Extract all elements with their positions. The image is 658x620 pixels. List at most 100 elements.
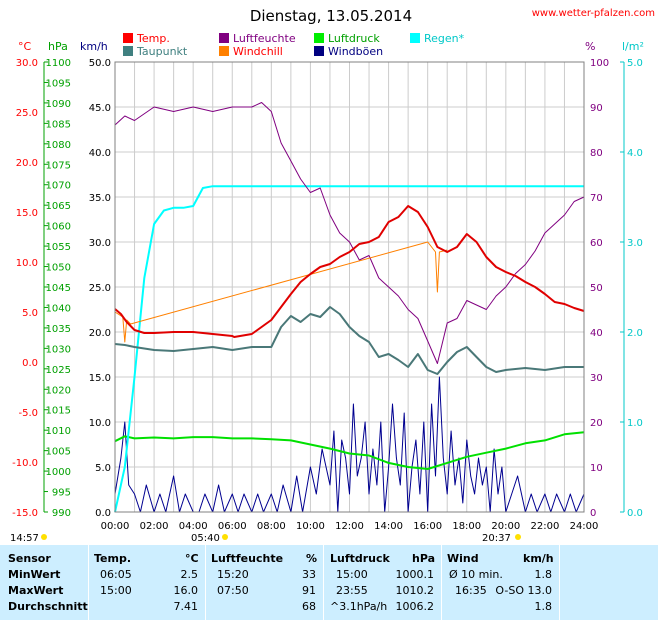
pressure-tick-label: 995 [52, 488, 71, 499]
x-tick-label: 18:00 [452, 521, 481, 532]
pressure-tick-label: 1020 [46, 385, 71, 396]
unit-wind: km/h [80, 40, 108, 53]
humidity-tick-label: 80 [590, 148, 603, 159]
pressure-tick-label: 1070 [46, 181, 71, 192]
pressure-tick-label: 990 [52, 508, 71, 519]
column-divider [88, 545, 89, 620]
wind-tick-label: 50.0 [89, 58, 111, 69]
row-min-press-time: 15:00 [336, 568, 368, 581]
sun-icon-left [41, 534, 47, 540]
series-line-luftfeuchte [114, 102, 585, 364]
header-humidity: Luftfeuchte [211, 552, 284, 565]
plot-frame [114, 61, 585, 513]
site-url: www.wetter-pfalzen.com [532, 8, 655, 19]
sunrise-label: 05:40 [191, 533, 220, 544]
header-pressure-unit: hPa [412, 552, 436, 565]
wind-tick-label: 10.0 [89, 418, 111, 429]
pressure-tick-label: 1035 [46, 324, 71, 335]
row-min-temp-time: 06:05 [100, 568, 132, 581]
x-tick-label: 04:00 [179, 521, 208, 532]
temp-tick-label: 20.0 [16, 158, 38, 169]
pressure-tick-label: 1095 [46, 78, 71, 89]
x-tick-label: 16:00 [413, 521, 442, 532]
pressure-tick-label: 1060 [46, 222, 71, 233]
series-line-temp [114, 205, 585, 338]
temp-tick-label: 15.0 [16, 208, 38, 219]
header-sensor: Sensor [8, 552, 51, 565]
humidity-tick-label: 10 [590, 463, 603, 474]
rain-tick-label: 5.0 [627, 58, 643, 69]
series-lines [114, 102, 585, 513]
legend-label-humidity: Luftfeuchte [233, 32, 296, 45]
humidity-tick-label: 70 [590, 193, 603, 204]
temp-tick-label: 0.0 [22, 358, 38, 369]
rain-tick-label: 3.0 [627, 238, 643, 249]
sun-markers: 14:57 05:40 20:37 [10, 533, 521, 544]
legend-swatch-humidity [219, 33, 229, 43]
unit-temp: °C [18, 40, 32, 53]
row-avg-press-trend: ^3.1hPa/h [330, 600, 388, 613]
row-max-temp-time: 15:00 [100, 584, 132, 597]
legend-label-dewpoint: Taupunkt [136, 45, 188, 58]
row-avg-label: Durchschnitt [8, 600, 88, 613]
wind-tick-label: 30.0 [89, 238, 111, 249]
pressure-tick-label: 1055 [46, 242, 71, 253]
x-tick-label: 06:00 [218, 521, 247, 532]
left-time-label: 14:57 [10, 533, 39, 544]
temp-tick-label: 30.0 [16, 58, 38, 69]
pressure-tick-label: 1030 [46, 344, 71, 355]
pressure-tick-label: 1040 [46, 303, 71, 314]
legend-swatch-windchill [219, 46, 229, 56]
legend-label-windchill: Windchill [233, 45, 283, 58]
pressure-tick-label: 1085 [46, 119, 71, 130]
row-max-hum-value: 91 [302, 584, 316, 597]
temp-tick-label: 25.0 [16, 108, 38, 119]
header-wind: Wind [447, 552, 479, 565]
row-avg-temp-value: 7.41 [173, 600, 199, 613]
humidity-tick-label: 50 [590, 283, 603, 294]
legend-label-gusts: Windböen [328, 45, 383, 58]
column-divider [441, 545, 442, 620]
row-min-label: MinWert [8, 568, 61, 581]
wind-tick-label: 5.0 [95, 463, 111, 474]
x-tick-label: 14:00 [374, 521, 403, 532]
row-max-hum-time: 07:50 [217, 584, 249, 597]
wind-tick-label: 15.0 [89, 373, 111, 384]
pressure-tick-label: 1050 [46, 263, 71, 274]
temp-tick-label: 5.0 [22, 308, 38, 319]
column-divider [205, 545, 206, 620]
rain-tick-label: 0.0 [627, 508, 643, 519]
rain-tick-label: 4.0 [627, 148, 643, 159]
row-max-press-time: 23:55 [336, 584, 368, 597]
row-min-wind-value: 1.8 [534, 568, 553, 581]
pressure-tick-label: 1075 [46, 160, 71, 171]
legend-label-temp: Temp. [136, 32, 170, 45]
x-tick-label: 10:00 [296, 521, 325, 532]
row-min-press-value: 1000.1 [395, 568, 435, 581]
pressure-tick-label: 1045 [46, 283, 71, 294]
header-pressure: Luftdruck [330, 552, 390, 565]
pressure-tick-label: 1005 [46, 447, 71, 458]
series-line-regen [114, 185, 584, 513]
legend: Temp. Luftfeuchte Luftdruck Regen* Taupu… [123, 32, 465, 58]
row-max-wind-value: O-SO 13.0 [495, 584, 552, 597]
column-divider [559, 545, 560, 620]
humidity-tick-label: 60 [590, 238, 603, 249]
legend-swatch-rain [410, 33, 420, 43]
row-max-wind-time: 16:35 [455, 584, 487, 597]
row-max-press-value: 1010.2 [395, 584, 435, 597]
unit-humidity: % [585, 40, 595, 53]
unit-pressure: hPa [48, 40, 68, 53]
pressure-tick-label: 1000 [46, 467, 71, 478]
unit-rain: l/m² [622, 40, 644, 53]
temp-tick-label: -10.0 [12, 458, 38, 469]
rain-tick-label: 2.0 [627, 328, 643, 339]
row-min-hum-time: 15:20 [217, 568, 249, 581]
header-wind-unit: km/h [523, 552, 554, 565]
weather-chart: Dienstag, 13.05.2014 www.wetter-pfalzen.… [10, 7, 655, 544]
pressure-tick-label: 1025 [46, 365, 71, 376]
header-humidity-unit: % [306, 552, 318, 565]
pressure-tick-label: 1015 [46, 406, 71, 417]
header-temp-unit: °C [185, 552, 199, 565]
